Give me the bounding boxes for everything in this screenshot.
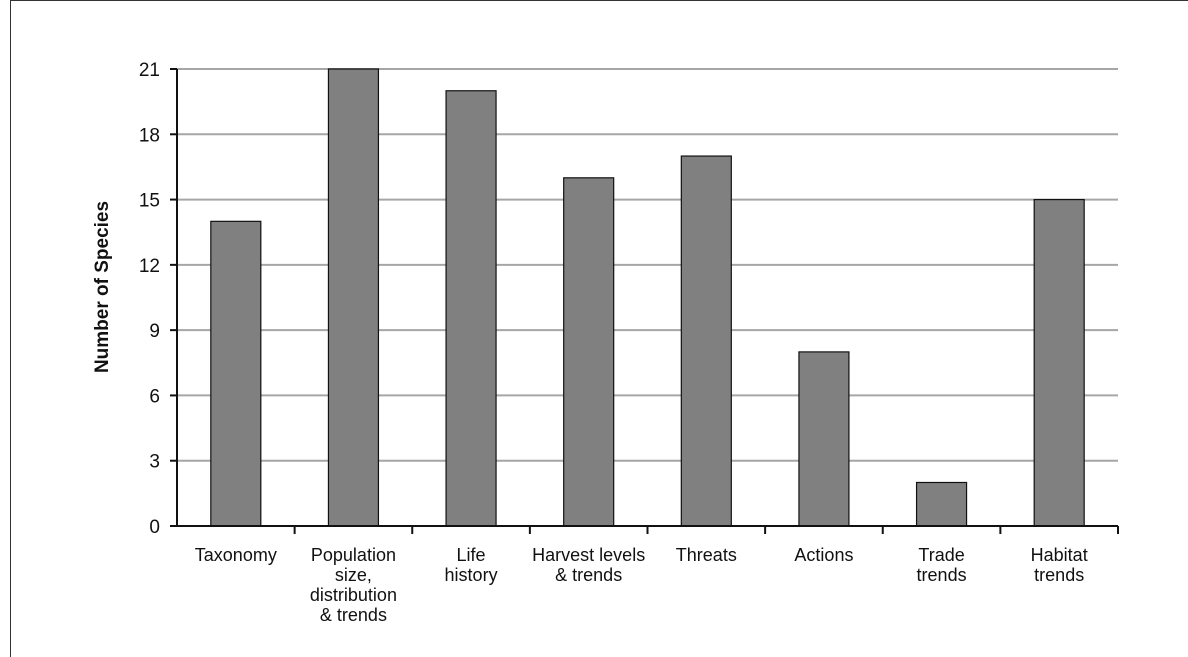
- x-category-label: Habitat trends: [1031, 545, 1088, 585]
- y-tick-label: 3: [149, 452, 160, 473]
- y-tick-labels: 0 3 6 9 12 15 18 21: [139, 60, 160, 538]
- bar: [1034, 200, 1084, 526]
- x-category-labels: Taxonomy Population size, distribution & tre…: [195, 545, 1088, 625]
- bar: [211, 221, 261, 526]
- y-tick-label: 18: [139, 125, 160, 146]
- x-category-label: Life history: [445, 545, 498, 585]
- bar: [681, 156, 731, 526]
- bars: [211, 69, 1084, 526]
- axes: [170, 69, 1118, 534]
- x-category-label: Harvest levels & trends: [532, 545, 645, 585]
- y-tick-label: 9: [149, 321, 160, 342]
- gridlines: [177, 69, 1118, 461]
- bar: [564, 178, 614, 526]
- bar: [917, 482, 967, 526]
- x-category-label: Taxonomy: [195, 545, 277, 565]
- y-tick-label: 21: [139, 60, 160, 81]
- y-tick-label: 6: [149, 386, 160, 407]
- x-category-label: Population size, distribution & trends: [310, 545, 397, 625]
- y-tick-label: 0: [149, 517, 160, 538]
- x-category-label: Trade trends: [917, 545, 967, 585]
- bar: [328, 69, 378, 526]
- y-tick-label: 12: [139, 256, 160, 277]
- bar: [799, 352, 849, 526]
- x-category-label: Actions: [794, 545, 853, 565]
- y-tick-label: 15: [139, 191, 160, 212]
- x-category-label: Threats: [676, 545, 737, 565]
- y-axis-label: Number of Species: [92, 201, 113, 373]
- bar: [446, 91, 496, 526]
